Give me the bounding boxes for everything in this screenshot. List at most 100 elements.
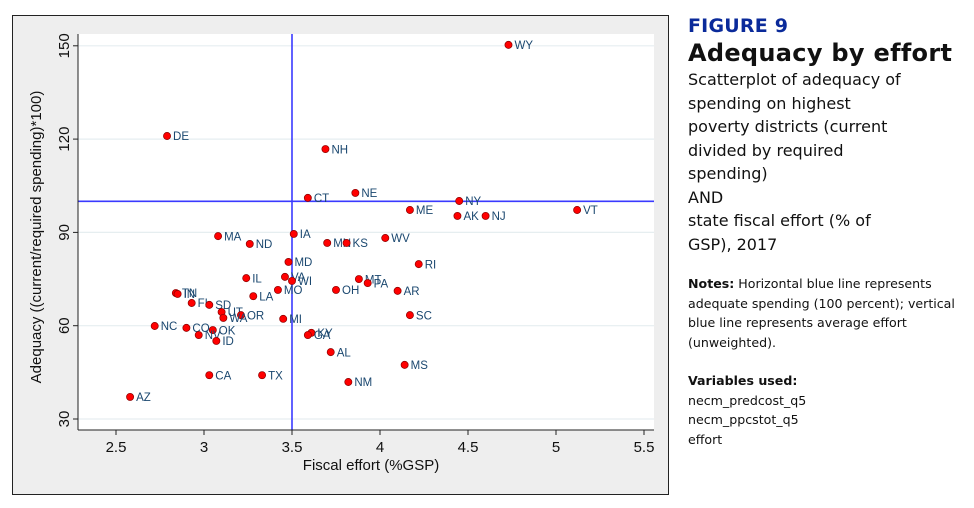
point-marker [332, 285, 340, 294]
point-label: NH [331, 144, 348, 156]
chart-frame: 30 60 90 120 150 2.5 3 3.5 4 4.5 5 5.5 WY DE NH CT NE NY… [12, 15, 669, 495]
point-label: KY [317, 328, 333, 340]
data-point: NH [321, 144, 348, 156]
description-line: poverty districts (current [688, 117, 888, 136]
x-axis-title: Fiscal effort (%GSP) [303, 457, 439, 474]
data-point: VT [573, 205, 598, 217]
data-point: RI [414, 259, 436, 271]
point-marker [289, 230, 298, 238]
point-marker [481, 211, 490, 220]
point-label: CT [314, 193, 329, 205]
point-label: NY [465, 196, 481, 208]
point-marker [242, 274, 251, 283]
point-marker [281, 272, 289, 281]
data-point: MA [214, 231, 242, 243]
point-label: NM [354, 377, 372, 389]
data-point: NC [150, 321, 178, 333]
data-point: IN [173, 289, 195, 301]
description-line: spending on highest [688, 93, 851, 113]
point-marker [150, 322, 159, 330]
point-marker [400, 360, 409, 369]
data-point: KS [342, 238, 369, 250]
point-marker [453, 211, 462, 220]
point-label: NE [361, 188, 377, 200]
point-label: WV [391, 233, 410, 245]
x-tick-label: 4 [376, 439, 384, 456]
point-marker [284, 257, 293, 266]
point-label: KS [353, 238, 369, 250]
data-point: SC [405, 310, 432, 322]
y-tick-label: 60 [56, 317, 73, 334]
point-marker [187, 299, 196, 307]
data-point: ND [245, 239, 272, 251]
point-label: AZ [136, 392, 151, 404]
data-point: NE [351, 188, 378, 200]
figure-caption-panel: FIGURE 9 Adequacy by effort Scatterplot … [688, 14, 974, 449]
variable-name: necm_ppcstot_q5 [688, 412, 799, 427]
point-marker [303, 331, 312, 339]
notes-text: Horizontal blue line represents adequate… [688, 276, 955, 350]
data-point: CA [205, 370, 232, 382]
point-label: DE [173, 131, 189, 143]
variable-name: necm_predcost_q5 [688, 392, 807, 408]
point-label: LA [259, 291, 273, 303]
notes: Notes: Horizontal blue line represents a… [688, 274, 974, 352]
variable-name: effort [688, 431, 723, 447]
point-marker [208, 326, 217, 335]
x-tick-label: 5.5 [634, 439, 655, 456]
data-point: CT [303, 193, 329, 205]
point-label: GA [314, 330, 331, 342]
data-point: AL [326, 347, 351, 359]
point-marker [363, 279, 372, 288]
data-point: AZ [126, 392, 151, 404]
point-marker [405, 311, 414, 320]
variables-used: Variables used: necm_predcost_q5 necm_ppc… [688, 371, 974, 449]
point-label: OR [247, 310, 264, 322]
point-marker [381, 234, 390, 242]
point-marker [279, 314, 288, 323]
point-marker [504, 40, 513, 49]
point-label: MA [224, 231, 242, 243]
point-label: PA [374, 278, 389, 290]
point-marker [173, 290, 182, 298]
description-line: state fiscal effort (% of [688, 211, 871, 230]
figure-description: Scatterplot of adequacy of spending on hi… [688, 68, 974, 256]
data-point: OK [208, 325, 236, 337]
point-label: AR [404, 286, 420, 298]
point-marker [205, 371, 214, 380]
y-tick-label: 30 [56, 411, 73, 428]
point-marker [405, 206, 414, 214]
data-point: AR [393, 286, 420, 298]
point-label: OK [219, 325, 236, 337]
gridlines [78, 45, 654, 420]
data-point: NY [455, 196, 482, 208]
point-marker [194, 331, 203, 339]
x-tick-label: 2.5 [106, 439, 127, 456]
point-label: TN [182, 288, 197, 300]
point-marker [214, 232, 223, 241]
data-point: WI [288, 276, 312, 288]
point-marker [321, 145, 330, 154]
point-label: AK [463, 211, 479, 223]
scatter-plot: 30 60 90 120 150 2.5 3 3.5 4 4.5 5 5.5 WY DE NH CT NE NY… [28, 33, 654, 474]
figure-number: FIGURE 9 [688, 15, 789, 37]
point-marker [393, 286, 402, 295]
description-line: GSP), 2017 [688, 234, 778, 254]
point-marker [273, 285, 282, 294]
point-marker [326, 348, 335, 357]
description-line: AND [688, 187, 724, 207]
point-label: WA [229, 313, 247, 325]
point-label: NC [161, 321, 178, 333]
point-label: CA [215, 370, 231, 382]
data-point: DE [163, 131, 189, 143]
point-label: IA [300, 229, 311, 241]
data-point: OH [332, 285, 359, 297]
axes: 30 60 90 120 150 2.5 3 3.5 4 4.5 5 5.5 [56, 33, 654, 456]
point-label: MO [284, 285, 303, 297]
point-label: OH [342, 285, 359, 297]
data-point: AK [453, 211, 479, 223]
y-tick-label: 90 [56, 224, 73, 241]
point-marker [414, 260, 423, 269]
data-point: NM [344, 377, 372, 389]
